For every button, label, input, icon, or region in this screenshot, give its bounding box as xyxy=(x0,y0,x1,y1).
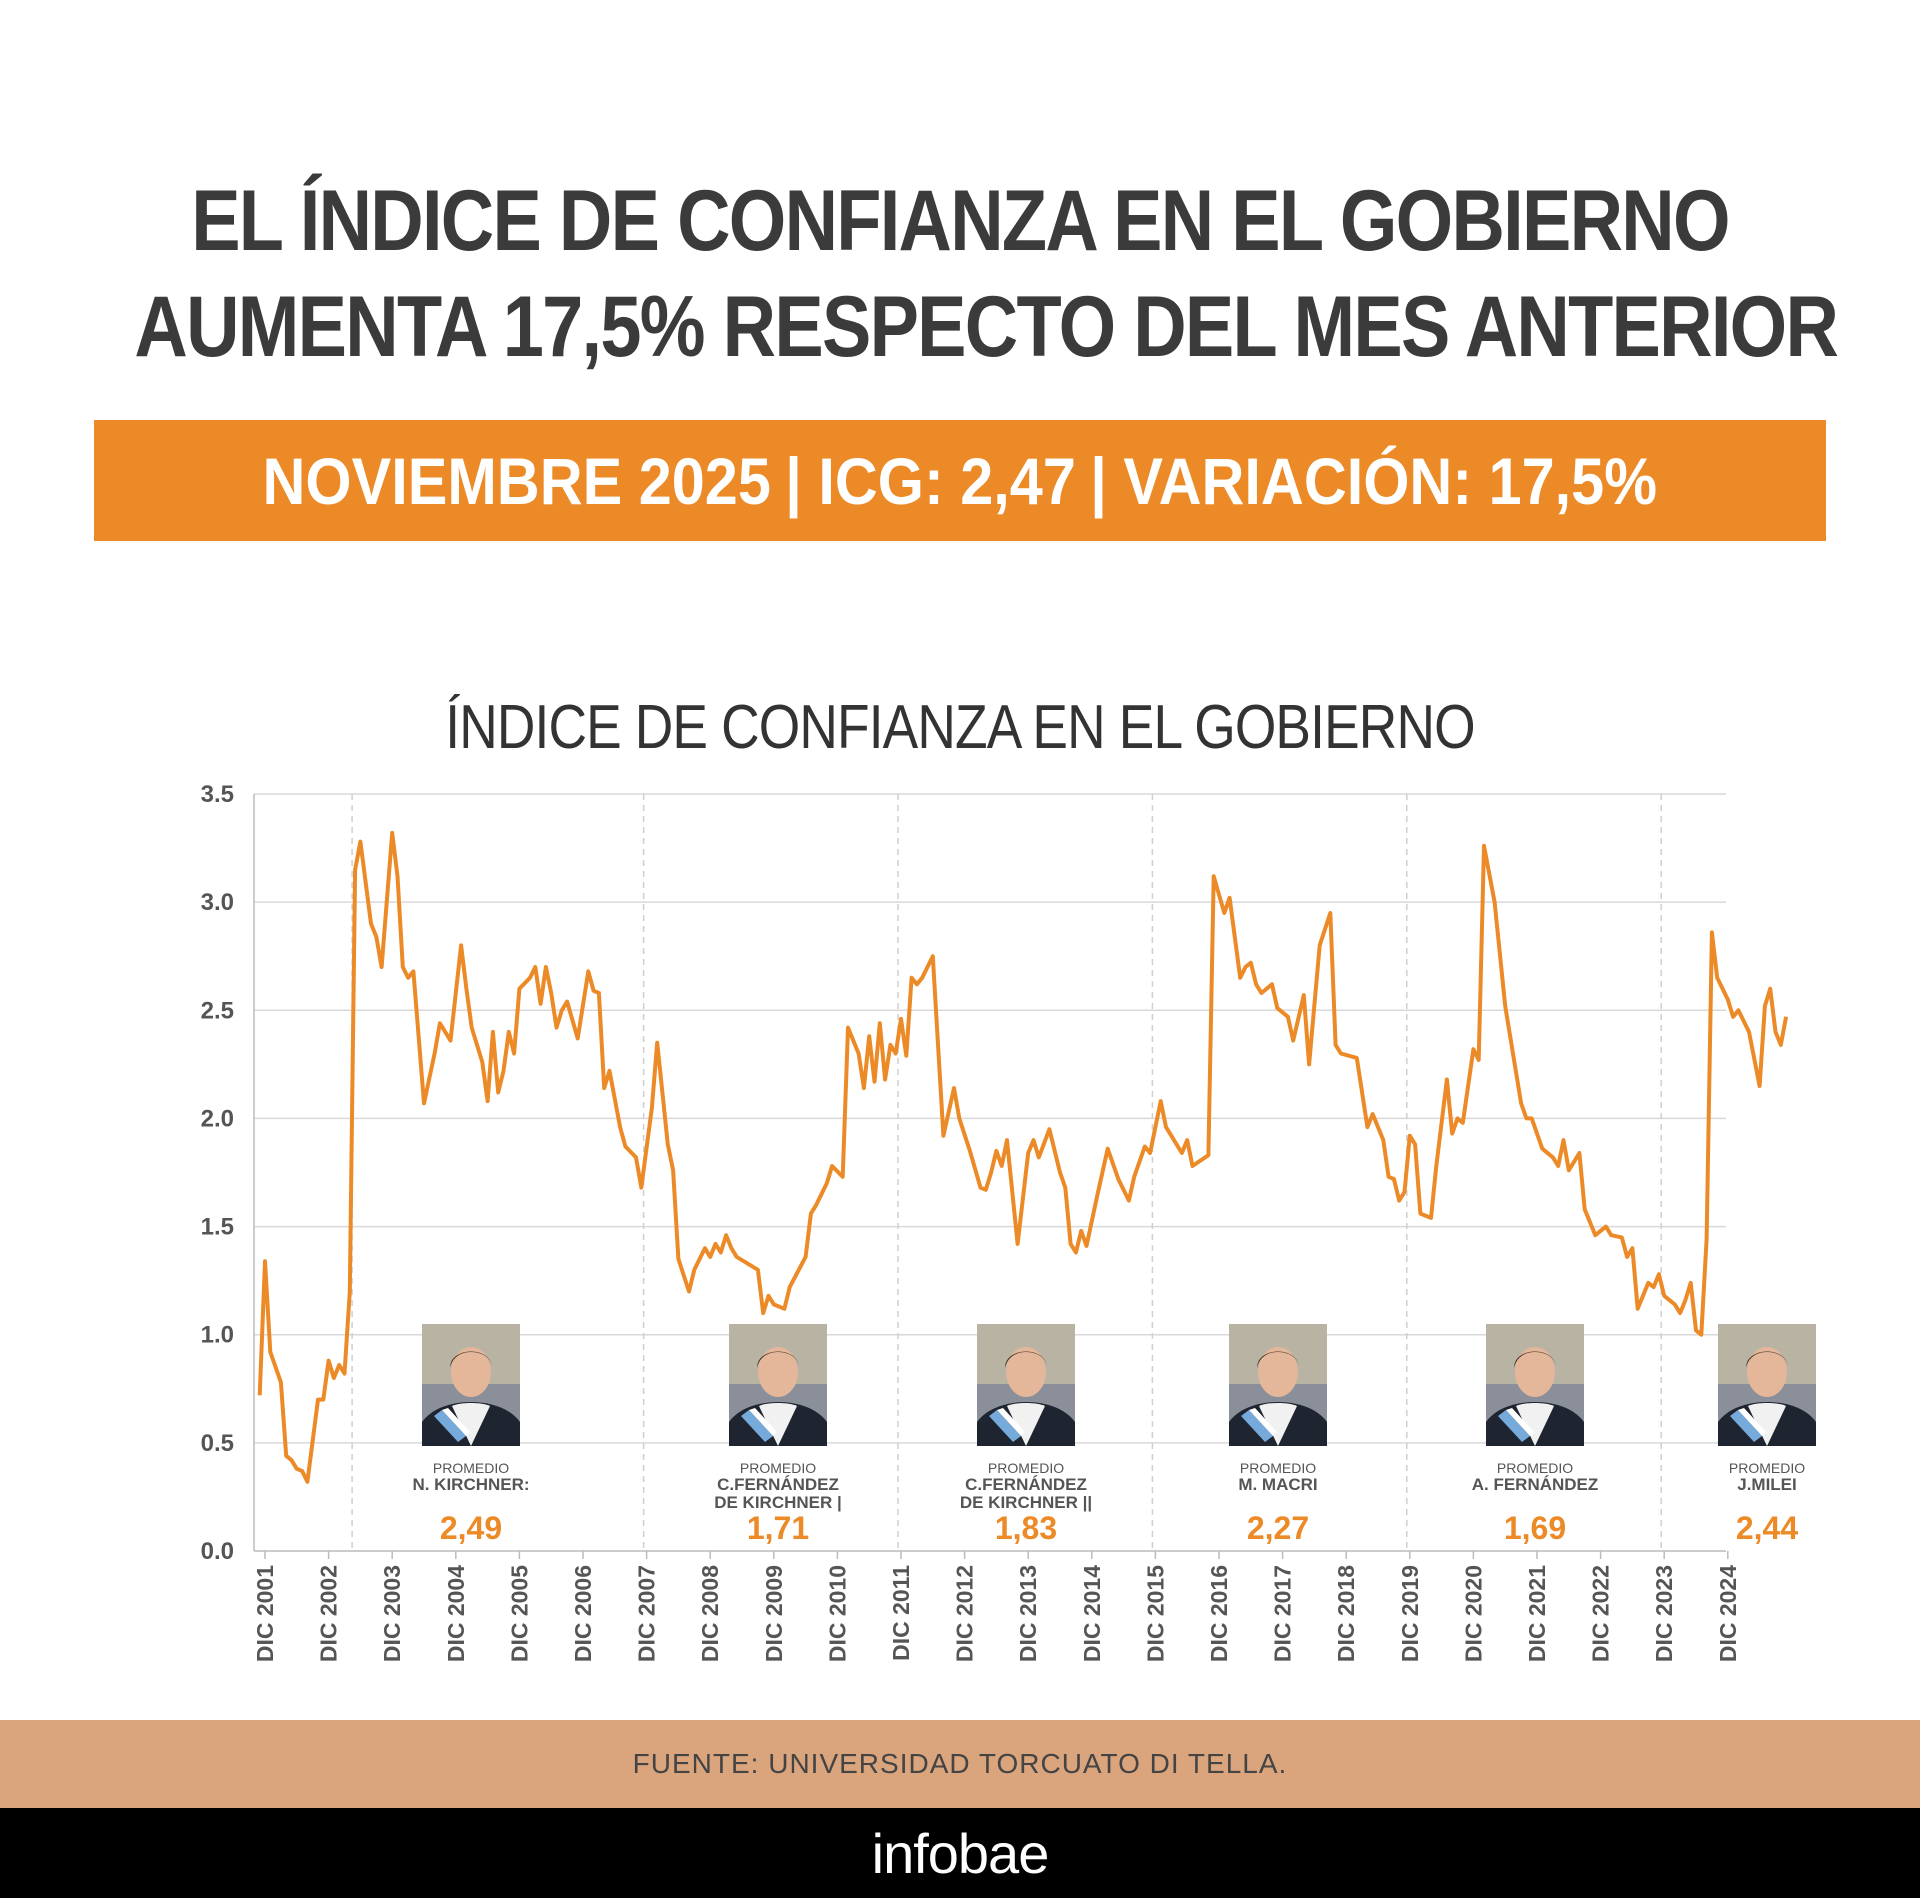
president-average: 1,83 xyxy=(994,1510,1058,1546)
president-average: 1,71 xyxy=(746,1510,810,1546)
x-tick-label: DIC 2017 xyxy=(1270,1565,1296,1662)
series-line xyxy=(257,830,1789,1484)
source-bar: FUENTE: UNIVERSIDAD TORCUATO DI TELLA. xyxy=(0,1720,1920,1808)
fernandez-portrait xyxy=(1486,1324,1584,1446)
cfk2-portrait xyxy=(977,1324,1075,1446)
x-tick-label: DIC 2018 xyxy=(1333,1565,1359,1662)
president-label: PROMEDIO C.FERNÁNDEZ DE KIRCHNER || xyxy=(916,1460,1136,1512)
president-name: J.MILEI xyxy=(1737,1475,1797,1494)
headline-line-2: AUMENTA 17,5% RESPECTO DEL MES ANTERIOR xyxy=(134,279,1838,375)
x-tick-label: DIC 2002 xyxy=(316,1565,342,1662)
x-tick-label: DIC 2008 xyxy=(697,1565,723,1662)
macri-portrait xyxy=(1229,1324,1327,1446)
promedio-label: PROMEDIO xyxy=(739,1460,817,1476)
cfk1-portrait xyxy=(729,1324,827,1446)
x-tick-label: DIC 2016 xyxy=(1206,1565,1232,1662)
headline-line-1: EL ÍNDICE DE CONFIANZA EN EL GOBIERNO xyxy=(191,173,1730,269)
x-tick-label: DIC 2013 xyxy=(1015,1565,1041,1662)
x-tick-label: DIC 2020 xyxy=(1460,1565,1486,1662)
x-tick-label: DIC 2007 xyxy=(634,1565,660,1662)
y-tick-label: 3.5 xyxy=(201,781,234,808)
y-tick-label: 2.5 xyxy=(201,997,234,1024)
source-text: FUENTE: UNIVERSIDAD TORCUATO DI TELLA. xyxy=(632,1748,1288,1779)
x-tick-label: DIC 2022 xyxy=(1588,1565,1614,1662)
x-tick-label: DIC 2004 xyxy=(443,1565,469,1662)
x-tick-label: DIC 2023 xyxy=(1651,1565,1677,1662)
x-tick-label: DIC 2014 xyxy=(1079,1565,1105,1662)
promedio-label: PROMEDIO xyxy=(987,1460,1065,1476)
x-tick-label: DIC 2021 xyxy=(1524,1565,1550,1662)
x-tick-label: DIC 2006 xyxy=(570,1565,596,1662)
x-tick-label: DIC 2012 xyxy=(952,1565,978,1662)
x-tick-label: DIC 2011 xyxy=(888,1565,914,1661)
y-tick-label: 2.0 xyxy=(201,1105,234,1132)
x-tick-label: DIC 2003 xyxy=(379,1565,405,1662)
president-average: 2,49 xyxy=(439,1510,503,1546)
president-label: PROMEDIO J.MILEI xyxy=(1657,1460,1877,1494)
president-name: M. MACRI xyxy=(1238,1475,1318,1494)
y-tick-label: 1.5 xyxy=(201,1214,234,1241)
y-tick-label: 3.0 xyxy=(201,889,234,916)
president-average: 1,69 xyxy=(1503,1510,1567,1546)
x-tick-label: DIC 2005 xyxy=(506,1565,532,1662)
president-label: PROMEDIO A. FERNÁNDEZ xyxy=(1425,1460,1645,1494)
president-name: C.FERNÁNDEZ DE KIRCHNER || xyxy=(959,1475,1093,1512)
x-tick-label: DIC 2024 xyxy=(1715,1565,1741,1662)
summary-banner: NOVIEMBRE 2025 | ICG: 2,47 | VARIACIÓN: … xyxy=(94,420,1826,541)
x-tick-label: DIC 2010 xyxy=(824,1565,850,1662)
footer: infobae xyxy=(0,1808,1920,1898)
president-label: PROMEDIO N. KIRCHNER: xyxy=(361,1460,581,1494)
banner-variation: | VARIACIÓN: 17,5% xyxy=(1090,443,1658,518)
banner-icg: | ICG: 2,47 xyxy=(785,443,1077,518)
line-chart: 0.0 0.5 1.0 1.5 2.0 2.5 3.0 3.5 DIC 2001 DIC 2002… xyxy=(201,781,1789,1662)
promedio-label: PROMEDIO xyxy=(1728,1460,1806,1476)
x-tick-label: DIC 2009 xyxy=(761,1565,787,1662)
promedio-label: PROMEDIO xyxy=(1239,1460,1317,1476)
headline: EL ÍNDICE DE CONFIANZA EN EL GOBIERNO AU… xyxy=(134,168,1838,380)
president-average: 2,27 xyxy=(1246,1510,1310,1546)
x-tick-label: DIC 2015 xyxy=(1142,1565,1168,1662)
kirchner-portrait xyxy=(422,1324,520,1446)
x-tick-label: DIC 2019 xyxy=(1397,1565,1423,1662)
infobae-logo: infobae xyxy=(871,1821,1050,1885)
promedio-label: PROMEDIO xyxy=(432,1460,510,1476)
milei-portrait xyxy=(1718,1324,1816,1446)
x-tick-label: DIC 2001 xyxy=(252,1565,278,1662)
president-label: PROMEDIO M. MACRI xyxy=(1168,1460,1388,1494)
president-average: 2,44 xyxy=(1735,1510,1799,1546)
president-name: N. KIRCHNER: xyxy=(412,1475,530,1494)
president-name: C.FERNÁNDEZ DE KIRCHNER | xyxy=(714,1475,842,1512)
y-tick-label: 1.0 xyxy=(201,1322,234,1349)
president-label: PROMEDIO C.FERNÁNDEZ DE KIRCHNER | xyxy=(668,1460,888,1512)
promedio-label: PROMEDIO xyxy=(1496,1460,1574,1476)
chart-title: ÍNDICE DE CONFIANZA EN EL GOBIERNO xyxy=(445,693,1475,762)
y-tick-label: 0.0 xyxy=(201,1538,234,1565)
banner-period: NOVIEMBRE 2025 xyxy=(262,443,772,518)
president-name: A. FERNÁNDEZ xyxy=(1471,1475,1599,1494)
y-tick-label: 0.5 xyxy=(201,1430,234,1457)
